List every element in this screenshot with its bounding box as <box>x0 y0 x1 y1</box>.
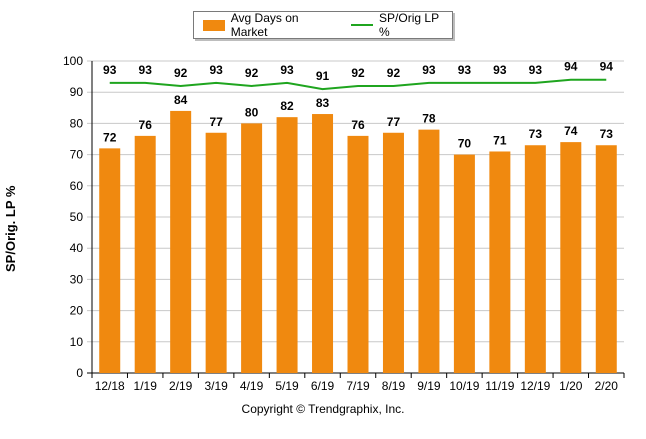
y-axis-label: SP/Orig. LP % <box>3 185 18 272</box>
bar-data-label: 76 <box>139 118 153 132</box>
bar <box>489 151 511 373</box>
bar <box>134 135 156 373</box>
bar <box>170 110 192 374</box>
x-tick-label: 12/18 <box>95 379 125 393</box>
bar-data-label: 70 <box>458 137 472 151</box>
y-tick-label: 50 <box>70 210 84 224</box>
y-tick-label: 90 <box>70 85 84 99</box>
y-tick-label: 40 <box>70 241 84 255</box>
x-tick-label: 7/19 <box>346 379 370 393</box>
x-tick-label: 2/19 <box>169 379 193 393</box>
y-tick-label: 20 <box>70 304 84 318</box>
x-tick-label: 2/20 <box>595 379 619 393</box>
x-tick-label: 9/19 <box>417 379 441 393</box>
x-tick-label: 4/19 <box>240 379 264 393</box>
line-data-label: 92 <box>387 66 401 80</box>
legend-swatch-bar <box>203 19 225 31</box>
x-tick-label: 3/19 <box>204 379 228 393</box>
x-tick-label: 10/19 <box>449 379 479 393</box>
bar <box>382 132 404 373</box>
legend-item-line: SP/Orig LP % <box>351 11 452 39</box>
x-tick-label: 8/19 <box>382 379 406 393</box>
line-data-label: 92 <box>351 66 365 80</box>
line-data-label: 93 <box>103 63 117 77</box>
x-tick-label: 11/19 <box>485 379 514 393</box>
bar <box>524 145 546 373</box>
bar-data-label: 72 <box>103 130 117 144</box>
bar <box>241 123 263 374</box>
bar-data-label: 73 <box>600 127 614 141</box>
bar <box>312 114 334 373</box>
line-data-label: 92 <box>245 66 259 80</box>
bar <box>418 129 440 373</box>
line-data-label: 93 <box>529 63 543 77</box>
copyright-footer: Copyright © Trendgraphix, Inc. <box>241 402 405 416</box>
bar-data-label: 77 <box>387 115 401 129</box>
bar-data-label: 71 <box>493 133 507 147</box>
y-tick-label: 10 <box>70 335 84 349</box>
bar <box>560 142 582 373</box>
y-tick-label: 60 <box>70 179 84 193</box>
legend: Avg Days on Market SP/Orig LP % <box>193 11 453 39</box>
bar-data-label: 82 <box>280 99 294 113</box>
bar-data-label: 83 <box>316 96 330 110</box>
line-data-label: 91 <box>316 69 330 83</box>
bar-data-label: 74 <box>564 124 578 138</box>
bar-data-label: 76 <box>351 118 365 132</box>
bar <box>347 135 369 373</box>
bar-data-label: 80 <box>245 105 259 119</box>
x-tick-label: 12/19 <box>520 379 550 393</box>
y-tick-label: 30 <box>70 272 84 286</box>
bar-data-label: 78 <box>422 112 436 126</box>
x-tick-label: 5/19 <box>275 379 299 393</box>
line-data-label: 93 <box>458 63 472 77</box>
line-data-label: 93 <box>280 63 294 77</box>
bar <box>276 117 298 373</box>
line-data-label: 92 <box>174 66 188 80</box>
x-tick-label: 1/19 <box>134 379 158 393</box>
line-data-label: 93 <box>209 63 223 77</box>
bar-data-label: 84 <box>174 93 188 107</box>
x-tick-label: 1/20 <box>559 379 583 393</box>
y-tick-label: 0 <box>76 366 83 380</box>
bar <box>99 148 121 373</box>
line-data-label: 93 <box>493 63 507 77</box>
legend-swatch-line <box>351 24 374 26</box>
line-series-sp-orig-lp <box>109 78 607 91</box>
line-data-label: 93 <box>139 63 153 77</box>
line-data-label: 94 <box>564 60 578 74</box>
bar <box>595 145 617 373</box>
line-data-label: 93 <box>422 63 436 77</box>
legend-item-bar: Avg Days on Market <box>203 11 337 39</box>
y-tick-label: 100 <box>63 54 83 68</box>
bar-data-label: 73 <box>529 127 543 141</box>
y-tick-label: 70 <box>70 148 84 162</box>
legend-label-bar: Avg Days on Market <box>230 11 299 39</box>
bar <box>205 132 227 373</box>
x-tick-label: 6/19 <box>311 379 335 393</box>
line-data-label: 94 <box>600 60 614 74</box>
bar <box>453 154 475 373</box>
y-tick-label: 80 <box>70 116 84 130</box>
bar-data-label: 77 <box>209 115 223 129</box>
legend-label-line: SP/Orig LP % <box>379 11 439 39</box>
